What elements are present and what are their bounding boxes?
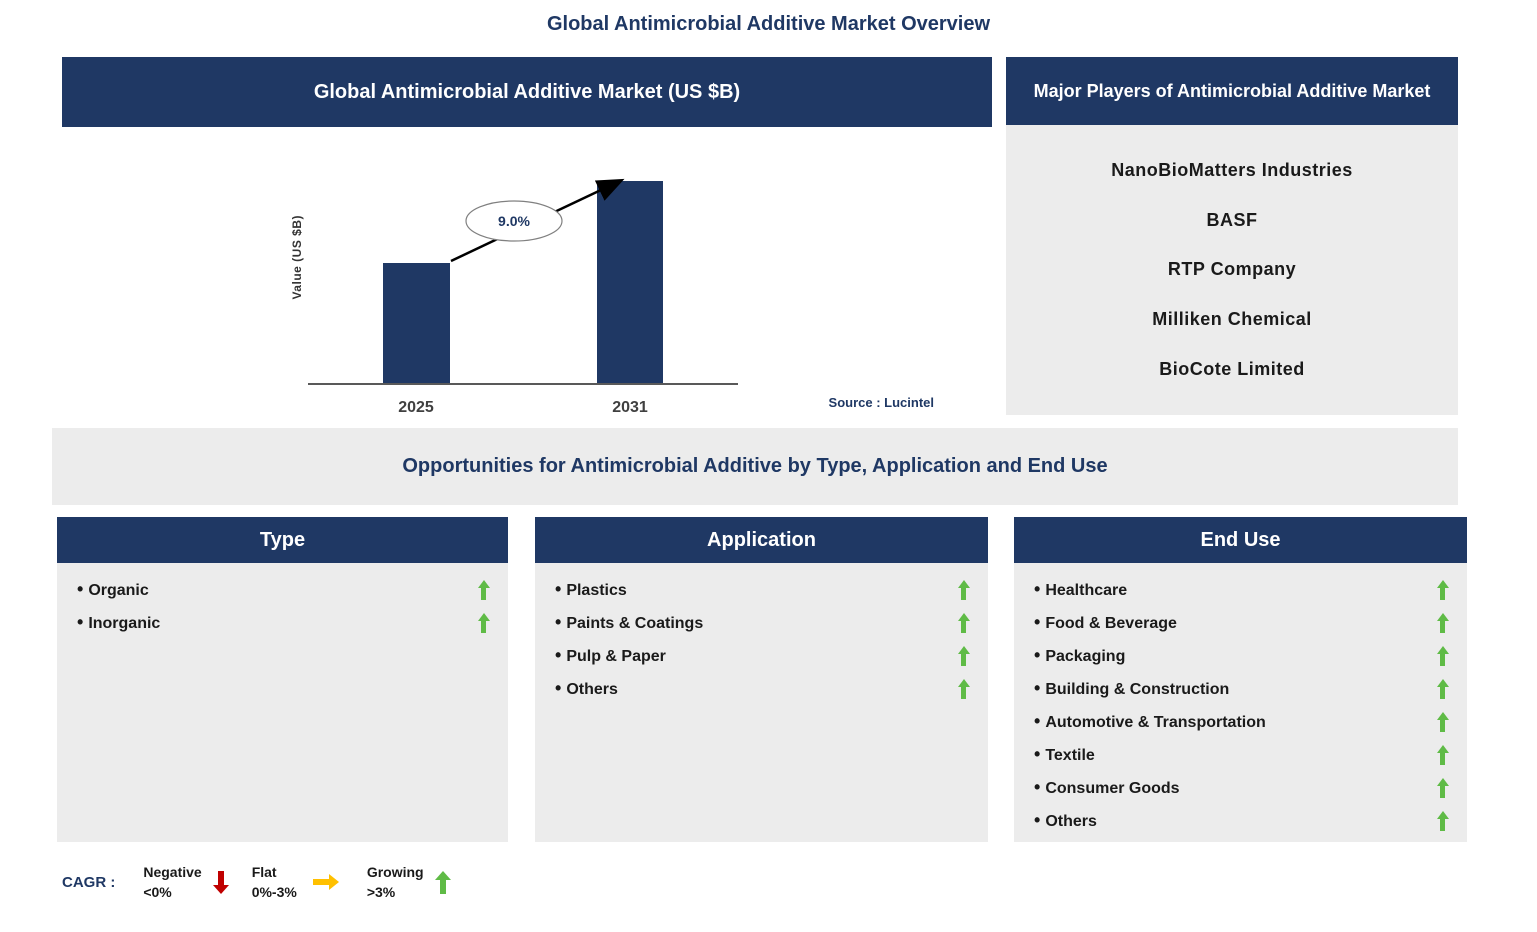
- trend-up-icon: [957, 645, 970, 666]
- chart-bar: [383, 262, 450, 383]
- list-item: Inorganic: [57, 606, 508, 639]
- column-application-body: Plastics Paints & Coatings Pulp & Paper …: [535, 563, 988, 842]
- legend-entry-growing: Growing >3%: [367, 862, 451, 903]
- item-label: Consumer Goods: [1034, 777, 1179, 798]
- trend-up-icon: [434, 870, 451, 894]
- chart-body: Value (US $B) 9.0% 2025 2031 Sour: [62, 127, 992, 420]
- item-label: Textile: [1034, 744, 1095, 765]
- trend-up-icon: [1436, 777, 1449, 798]
- trend-up-icon: [1436, 744, 1449, 765]
- player-name: Milliken Chemical: [1152, 309, 1312, 330]
- trend-up-icon: [957, 612, 970, 633]
- page-title: Global Antimicrobial Additive Market Ove…: [546, 13, 991, 35]
- cagr-legend-label: CAGR :: [62, 873, 116, 891]
- item-label: Inorganic: [77, 612, 160, 633]
- column-end-use-header: End Use: [1014, 517, 1467, 563]
- legend-entry-negative: Negative <0%: [143, 862, 229, 903]
- trend-up-icon: [477, 612, 490, 633]
- item-label: Building & Construction: [1034, 678, 1229, 699]
- trend-up-icon: [957, 579, 970, 600]
- source-label: Source : Lucintel: [828, 395, 934, 410]
- column-application-header: Application: [535, 517, 988, 563]
- chart-bar: [597, 181, 663, 383]
- x-tick-label: 2031: [612, 399, 648, 416]
- item-label: Plastics: [555, 579, 626, 600]
- market-chart-panel: Global Antimicrobial Additive Market (US…: [62, 57, 992, 420]
- player-name: BioCote Limited: [1159, 359, 1305, 380]
- legend-entry-text: Growing >3%: [367, 862, 424, 903]
- list-item: Textile: [1014, 738, 1467, 771]
- item-label: Pulp & Paper: [555, 645, 666, 666]
- trend-down-icon: [212, 870, 229, 894]
- trend-up-icon: [1436, 810, 1449, 831]
- list-item: Plastics: [535, 573, 988, 606]
- column-type: Type Organic Inorganic: [57, 517, 508, 842]
- legend-entry-text: Flat 0%-3%: [252, 862, 297, 903]
- legend-entry-name: Growing: [366, 864, 424, 880]
- list-item: Others: [1014, 804, 1467, 837]
- legend-entry-range: <0%: [143, 884, 172, 901]
- item-label: Packaging: [1034, 645, 1125, 666]
- major-players-panel: Major Players of Antimicrobial Additive …: [1006, 57, 1458, 415]
- legend-entry-flat: Flat 0%-3%: [252, 862, 339, 903]
- growth-rate-bubble: [465, 200, 563, 242]
- legend-entry-range: >3%: [366, 884, 396, 901]
- growth-rate-label: 9.0%: [498, 213, 530, 229]
- list-item: Food & Beverage: [1014, 606, 1467, 639]
- trend-up-icon: [1436, 579, 1449, 600]
- major-players-title: Major Players of Antimicrobial Additive …: [1006, 57, 1458, 125]
- column-type-body: Organic Inorganic: [57, 563, 508, 842]
- y-axis-label: Value (US $B): [290, 215, 304, 300]
- list-item: Healthcare: [1014, 573, 1467, 606]
- chart-plot: 9.0% 2025 2031: [308, 135, 738, 416]
- list-item: Pulp & Paper: [535, 639, 988, 672]
- list-item: Automotive & Transportation: [1014, 705, 1467, 738]
- list-item: Building & Construction: [1014, 672, 1467, 705]
- trend-up-icon: [1436, 645, 1449, 666]
- player-name: NanoBioMatters Industries: [1111, 159, 1353, 180]
- list-item: Paints & Coatings: [535, 606, 988, 639]
- list-item: Organic: [57, 573, 508, 606]
- cagr-legend: CAGR : Negative <0% Flat 0%-3% Growing >…: [62, 862, 451, 903]
- column-end-use: End Use Healthcare Food & Beverage Packa…: [1014, 517, 1467, 842]
- legend-entry-name: Negative: [143, 864, 202, 880]
- legend-entry-name: Flat: [251, 864, 277, 880]
- item-label: Organic: [77, 579, 148, 600]
- item-label: Others: [1034, 810, 1097, 831]
- trend-up-icon: [1436, 612, 1449, 633]
- item-label: Paints & Coatings: [555, 612, 703, 633]
- trend-up-icon: [1436, 678, 1449, 699]
- list-item: Consumer Goods: [1014, 771, 1467, 804]
- legend-entry-text: Negative <0%: [143, 862, 201, 903]
- item-label: Automotive & Transportation: [1034, 711, 1265, 732]
- trend-up-icon: [957, 678, 970, 699]
- column-type-header: Type: [57, 517, 508, 563]
- list-item: Packaging: [1014, 639, 1467, 672]
- chart-title: Global Antimicrobial Additive Market (US…: [62, 57, 992, 127]
- column-end-use-body: Healthcare Food & Beverage Packaging Bui…: [1014, 563, 1467, 842]
- x-tick-label: 2025: [398, 399, 434, 416]
- legend-entry-range: 0%-3%: [251, 884, 297, 901]
- list-item: Others: [535, 672, 988, 705]
- trend-up-icon: [477, 579, 490, 600]
- player-name: BASF: [1206, 209, 1258, 230]
- item-label: Healthcare: [1034, 579, 1127, 600]
- item-label: Food & Beverage: [1034, 612, 1177, 633]
- column-application: Application Plastics Paints & Coatings P…: [535, 517, 988, 842]
- opportunities-band-title: Opportunities for Antimicrobial Additive…: [52, 428, 1458, 505]
- major-players-list: NanoBioMatters Industries BASF RTP Compa…: [1006, 125, 1458, 415]
- trend-flat-icon: [312, 874, 339, 891]
- player-name: RTP Company: [1167, 259, 1297, 280]
- item-label: Others: [555, 678, 618, 699]
- trend-up-icon: [1436, 711, 1449, 732]
- growth-arrow: 9.0%: [450, 178, 625, 263]
